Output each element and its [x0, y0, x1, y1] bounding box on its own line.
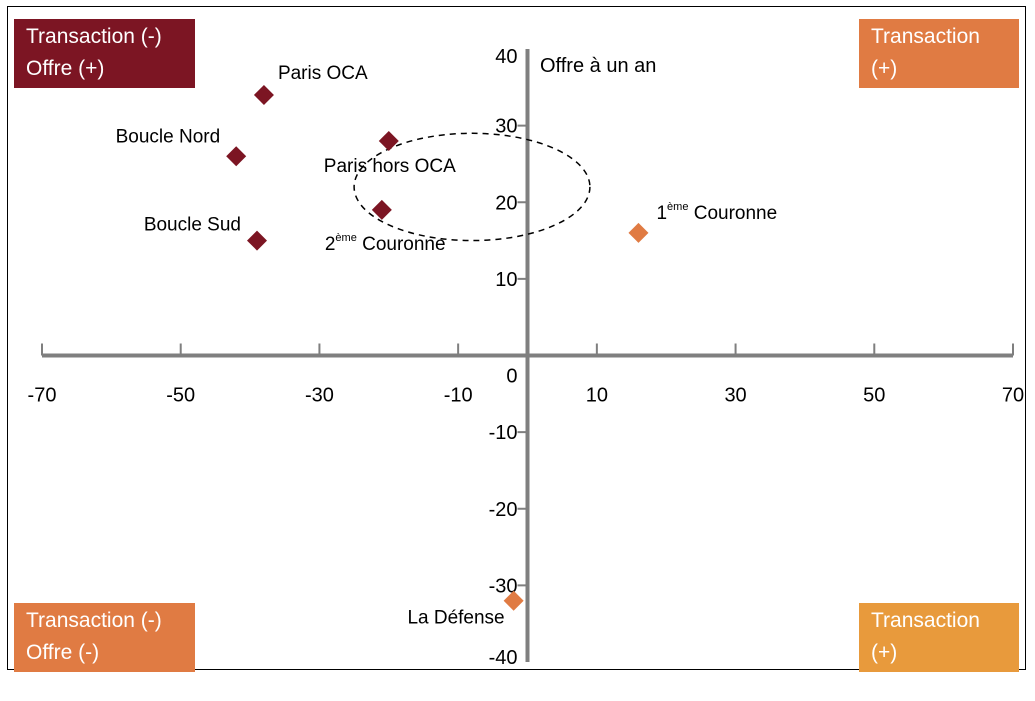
point-marker: [628, 222, 649, 243]
axes: [42, 49, 1013, 662]
quadrant-top-right-line1: Transaction (+): [871, 25, 980, 80]
quadrant-bottom-right-line2: Offre (-): [871, 673, 945, 696]
highlight-ellipse-layer: [353, 132, 591, 242]
y-tick-label: -20: [489, 499, 518, 521]
x-tick-label: -10: [444, 385, 473, 407]
point-marker: [503, 590, 524, 611]
x-tick-label: 30: [724, 385, 746, 407]
point-label: Paris OCA: [278, 63, 368, 84]
x-tick-label: 10: [586, 385, 608, 407]
quadrant-bottom-left-line2: Offre (-): [26, 641, 100, 664]
point-label: La Défense: [407, 608, 504, 629]
quadrant-top-left-box: Transaction (-) Offre (+): [14, 19, 195, 88]
point-marker: [371, 199, 392, 220]
point-label: 1ème Couronne: [656, 201, 777, 224]
y-tick-label: -40: [489, 647, 518, 669]
y-axis-title: Offre à un an: [540, 55, 656, 77]
chart-frame: [7, 6, 1026, 670]
point-marker: [253, 84, 274, 105]
point-marker: [378, 130, 399, 151]
x-tick-label: 50: [863, 385, 885, 407]
y-tick-label: 40: [495, 46, 517, 68]
y-tick-label: -30: [489, 575, 518, 597]
point-marker: [247, 230, 268, 251]
y-tick-label: 0: [506, 366, 517, 388]
quadrant-top-right-box: Transaction (+) Offre (+): [859, 19, 1019, 112]
point-marker: [226, 146, 247, 167]
highlight-ellipse: [353, 132, 591, 242]
point-label: Boucle Nord: [116, 126, 221, 147]
quadrant-bottom-left-box: Transaction (-) Offre (-): [14, 603, 195, 672]
quadrant-top-left-line1: Transaction (-): [26, 25, 162, 48]
quadrant-bottom-right-line1: Transaction (+): [871, 609, 980, 664]
axis-ticks: -70 -50 -30 -10 10 30 50 70 40 30 20 10 0 -10 -20 -30 -4…: [28, 46, 1025, 669]
y-tick-label: 30: [495, 116, 517, 138]
quadrant-top-right-line2: Offre (+): [871, 89, 950, 112]
x-tick-label: -50: [166, 385, 195, 407]
quadrant-top-left-line2: Offre (+): [26, 57, 105, 80]
data-points: Paris OCA Boucle Nord Paris hors OCA 2ème C…: [116, 63, 778, 629]
scatter-chart: -70 -50 -30 -10 10 30 50 70 40 30 20 10 0 -10 -20 -30 -4…: [28, 46, 1025, 669]
x-tick-label: -70: [28, 385, 57, 407]
y-tick-label: 20: [495, 192, 517, 214]
quadrant-bottom-right-box: Transaction (+) Offre (-): [859, 603, 1019, 696]
point-label: 2ème Couronne: [325, 232, 446, 255]
point-label: Paris hors OCA: [324, 156, 456, 177]
y-tick-label: -10: [489, 422, 518, 444]
y-tick-label: 10: [495, 269, 517, 291]
x-tick-label: -30: [305, 385, 334, 407]
x-tick-label: 70: [1002, 385, 1024, 407]
quadrant-bottom-left-line1: Transaction (-): [26, 609, 162, 632]
point-label: Boucle Sud: [144, 215, 241, 236]
